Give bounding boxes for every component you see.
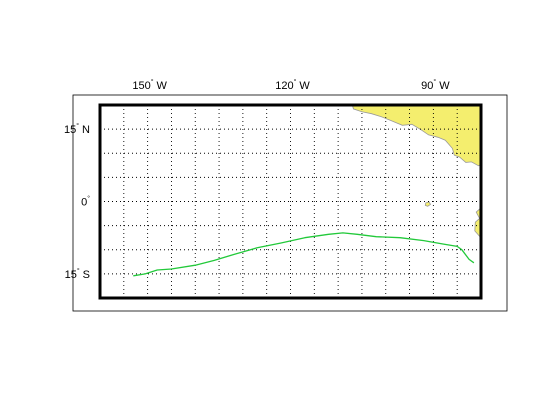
graticule bbox=[100, 105, 481, 298]
land-mass-0 bbox=[351, 105, 481, 298]
latitude-labels: 15° N 0° 15° S bbox=[64, 122, 90, 281]
longitude-label: 120° W bbox=[275, 78, 310, 92]
latitude-label: 15° N bbox=[64, 122, 90, 136]
drift-track bbox=[133, 232, 475, 277]
land-layer bbox=[351, 105, 481, 298]
longitude-label: 90° W bbox=[421, 78, 450, 92]
longitude-labels: 150° W 120° W 90° W bbox=[132, 78, 450, 92]
latitude-label: 15° S bbox=[65, 267, 90, 281]
map-frame bbox=[98, 103, 483, 300]
latitude-label: 0° bbox=[81, 195, 90, 209]
land-mass-1 bbox=[424, 201, 432, 207]
longitude-label: 150° W bbox=[132, 78, 167, 92]
